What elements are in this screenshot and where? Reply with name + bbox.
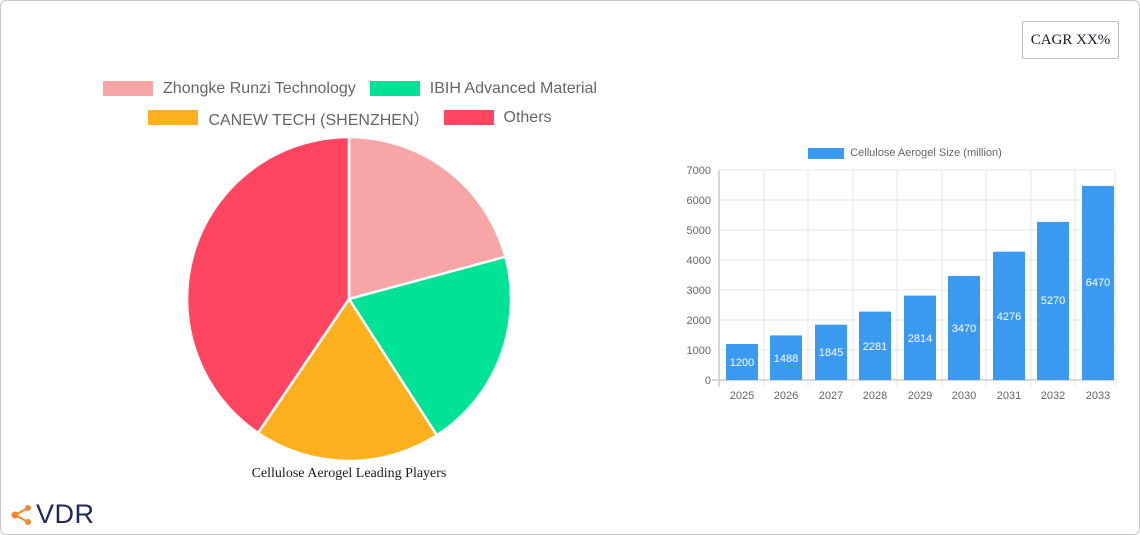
legend-label: Zhongke Runzi Technology [163,79,356,97]
legend-swatch [148,110,199,125]
svg-text:0: 0 [705,375,711,387]
legend-label: CANEW TECH (SHENZHEN） [208,111,430,129]
bar-chart: Cellulose Aerogel Size (million) 0 1000 [670,140,1130,410]
pie-slice-ibih[interactable] [347,255,513,437]
svg-text:2026: 2026 [774,390,798,402]
svg-text:1845: 1845 [819,347,843,359]
svg-text:2000: 2000 [687,315,711,327]
bar-2033[interactable] [1082,185,1114,380]
svg-text:4276: 4276 [997,311,1021,323]
svg-text:2031: 2031 [997,390,1021,402]
svg-text:1000: 1000 [687,345,711,357]
svg-text:6470: 6470 [1086,277,1110,289]
bar-2031[interactable] [993,251,1025,380]
svg-text:2029: 2029 [908,390,932,402]
pie-legend: Zhongke Runzi Technology IBIH Advanced M… [0,74,700,132]
bar-2026[interactable] [770,335,802,380]
cagr-label: CAGR XX% [1030,31,1111,48]
svg-text:3470: 3470 [952,323,976,335]
pie-title: Cellulose Aerogel Leading Players [251,466,447,481]
svg-text:2027: 2027 [819,390,843,402]
legend-swatch [443,110,494,125]
legend-swatch [808,147,845,159]
bars [726,185,1114,380]
svg-text:2030: 2030 [952,390,976,402]
share-nodes-icon [11,504,31,525]
svg-text:1200: 1200 [730,357,754,369]
svg-text:3000: 3000 [687,285,711,297]
svg-text:4000: 4000 [687,255,711,267]
svg-text:2033: 2033 [1086,390,1110,402]
legend-swatch [369,81,420,96]
legend-item-ibih[interactable]: IBIH Advanced Material [369,79,597,98]
x-axis-labels: 2025 2026 2027 2028 2029 2030 2031 2032 … [730,390,1110,402]
pie-chart [185,135,513,463]
bar-2025[interactable] [726,344,758,380]
bar-2029[interactable] [904,295,936,380]
legend-label: Cellulose Aerogel Size (million) [850,147,1002,159]
bar-legend[interactable]: Cellulose Aerogel Size (million) [670,147,1140,159]
bar-2032[interactable] [1037,221,1069,380]
svg-text:5270: 5270 [1041,295,1065,307]
pie-slice-others[interactable] [185,135,351,435]
svg-text:2281: 2281 [863,341,887,353]
vdr-logo[interactable]: VDR [10,499,95,530]
bar-2028[interactable] [859,311,891,380]
svg-text:6000: 6000 [687,195,711,207]
y-axis-ticks: 0 1000 2000 3000 4000 5000 6000 7000 [687,165,711,387]
svg-text:1488: 1488 [774,353,798,365]
bar-2030[interactable] [948,275,980,380]
pie-slice-zhongke[interactable] [347,135,507,301]
svg-text:5000: 5000 [687,225,711,237]
legend-item-zhongke[interactable]: Zhongke Runzi Technology [103,80,356,98]
bar-value-labels: 1200 1488 1845 2281 2814 3470 4276 5270 … [730,277,1110,369]
cagr-badge[interactable]: CAGR XX% [1022,21,1119,59]
svg-text:7000: 7000 [687,165,711,177]
svg-text:2028: 2028 [863,390,887,402]
legend-item-others[interactable]: Others [443,108,552,127]
bar-2027[interactable] [815,324,847,380]
svg-text:2025: 2025 [730,390,754,402]
legend-label: IBIH Advanced Material [429,79,597,97]
legend-label: Others [503,108,552,126]
svg-text:2814: 2814 [908,333,932,345]
logo-text: VDR [36,499,95,529]
svg-text:2032: 2032 [1041,390,1065,402]
pie-slice-canew[interactable] [256,297,439,463]
legend-swatch [103,81,154,96]
legend-item-canew[interactable]: CANEW TECH (SHENZHEN） [148,106,430,130]
